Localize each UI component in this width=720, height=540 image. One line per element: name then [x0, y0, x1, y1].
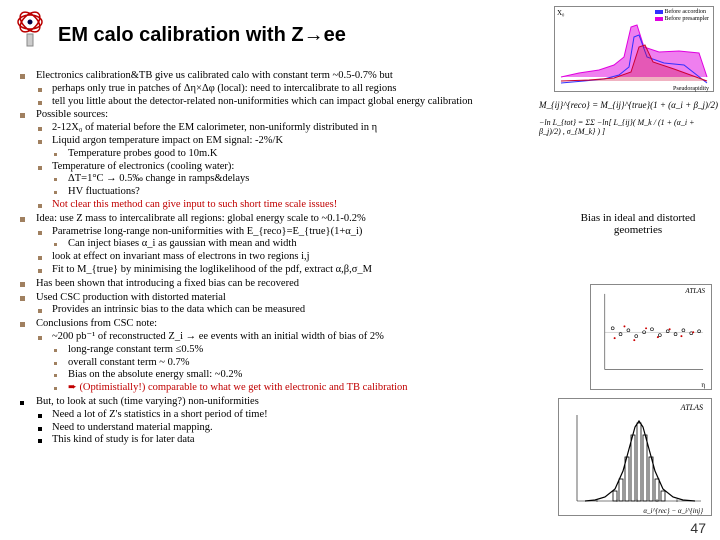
bullet-text: Not clear this method can give input to … — [52, 199, 337, 210]
legend-item: Before accordion — [665, 9, 706, 15]
bullet-item: Electronics calibration&TB give us calib… — [18, 70, 578, 108]
bullet-text: But, to look at such (time varying?) non… — [36, 396, 259, 407]
figure-bias-scatter: ATLAS η — [590, 284, 712, 390]
bullet-item: Temperature of electronics (cooling wate… — [36, 161, 578, 199]
bullet-text: Temperature of electronics (cooling wate… — [52, 161, 234, 172]
axis-label: α_i^{rec} − α_i^{inj} — [643, 507, 703, 515]
bullet-item: 2-12X₀ of material before the EM calorim… — [36, 122, 578, 135]
figure-material-vs-eta: Before accordion Before presampler Pseud… — [554, 6, 714, 92]
slide-title: EM calo calibration with Z→ee — [58, 24, 346, 47]
bullet-text: perhaps only true in patches of Δη×Δφ (l… — [52, 83, 396, 94]
plot-title: ATLAS — [685, 287, 705, 295]
bullet-text: Need a lot of Z's statistics in a short … — [52, 409, 268, 420]
bullet-item: long-range constant term ≤0.5% — [52, 344, 578, 357]
figure-caption: Bias in ideal and distorted geometries — [578, 212, 698, 236]
bullet-text: Used CSC production with distorted mater… — [36, 292, 226, 303]
axis-label: X₀ — [557, 9, 565, 17]
bullet-text: Has been shown that introducing a fixed … — [36, 278, 299, 289]
bullet-text: Liquid argon temperature impact on EM si… — [52, 135, 283, 146]
bullet-item: This kind of study is for later data — [36, 434, 578, 447]
bullet-text: Possible sources: — [36, 109, 108, 120]
bullet-text: Fit to M_{true} by minimising the loglik… — [52, 264, 372, 275]
bullet-text: (Optimistially!) comparable to what we g… — [79, 382, 407, 393]
legend-item: Before presampler — [665, 16, 709, 22]
axis-label: η — [701, 381, 705, 389]
bullet-item: But, to look at such (time varying?) non… — [18, 396, 578, 447]
bullet-item: Possible sources: 2-12X₀ of material befo… — [18, 109, 578, 211]
bullet-item: Used CSC production with distorted mater… — [18, 292, 578, 318]
plot-title: ATLAS — [681, 403, 703, 412]
bullet-item: ΔT=1°C → 0.5‰ change in ramps&delays — [52, 173, 578, 186]
bullet-item: Need to understand material mapping. — [36, 422, 578, 435]
bullet-text: Can inject biases α_i as gaussian with m… — [68, 238, 297, 249]
bullet-item: Need a lot of Z's statistics in a short … — [36, 409, 578, 422]
bullet-item: ➨ (Optimistially!) comparable to what we… — [52, 382, 578, 395]
bullet-text: Provides an intrinsic bias to the data w… — [52, 304, 305, 315]
bullet-item: Temperature probes good to 10m.K — [52, 148, 578, 161]
bullet-text: Need to understand material mapping. — [52, 422, 213, 433]
bullet-text: Bias on the absolute energy small: ~0.2% — [68, 369, 242, 380]
bullet-item: Conclusions from CSC note: ~200 pb⁻¹ of r… — [18, 318, 578, 395]
bullet-text: ~200 pb⁻¹ of reconstructed Z_i → ee even… — [52, 331, 384, 342]
axis-label: Pseudorapidity — [673, 86, 709, 92]
bullet-text: This kind of study is for later data — [52, 434, 195, 445]
bullet-item: tell you little about the detector-relat… — [36, 96, 578, 109]
bullet-item: Idea: use Z mass to intercalibrate all r… — [18, 213, 578, 277]
bullet-text: look at effect on invariant mass of elec… — [52, 251, 310, 262]
slide-body: Electronics calibration&TB give us calib… — [18, 70, 578, 448]
bullet-item: Has been shown that introducing a fixed … — [18, 278, 578, 291]
bullet-text: Electronics calibration&TB give us calib… — [36, 70, 393, 81]
bullet-text: Parametrise long-range non-uniformities … — [52, 226, 362, 237]
bullet-item: look at effect on invariant mass of elec… — [36, 251, 578, 264]
bullet-item: Provides an intrinsic bias to the data w… — [36, 304, 578, 317]
bullet-item: Bias on the absolute energy small: ~0.2% — [52, 369, 578, 382]
bullet-item: Parametrise long-range non-uniformities … — [36, 226, 578, 252]
logo-icon — [12, 8, 48, 50]
bullet-text: long-range constant term ≤0.5% — [68, 344, 203, 355]
bullet-item: Fit to M_{true} by minimising the loglik… — [36, 264, 578, 277]
bullet-item: Liquid argon temperature impact on EM si… — [36, 135, 578, 161]
bullet-text: Temperature probes good to 10m.K — [68, 148, 217, 159]
bullet-text: tell you little about the detector-relat… — [52, 96, 473, 107]
page-number: 47 — [690, 520, 706, 536]
bullet-text: overall constant term ~ 0.7% — [68, 357, 189, 368]
bullet-item: overall constant term ~ 0.7% — [52, 357, 578, 370]
bullet-item: perhaps only true in patches of Δη×Δφ (l… — [36, 83, 578, 96]
bullet-item: Not clear this method can give input to … — [36, 199, 578, 212]
figure-bias-histogram: ATLAS α_i^{rec} − α_i^{inj} — [558, 398, 712, 516]
bullet-text: Idea: use Z mass to intercalibrate all r… — [36, 213, 366, 224]
bullet-text: Conclusions from CSC note: — [36, 318, 157, 329]
bullet-text: ΔT=1°C → 0.5‰ change in ramps&delays — [68, 173, 249, 184]
bullet-item: Can inject biases α_i as gaussian with m… — [52, 238, 578, 251]
bullet-item: ~200 pb⁻¹ of reconstructed Z_i → ee even… — [36, 331, 578, 395]
bullet-text: HV fluctuations? — [68, 186, 140, 197]
bullet-item: HV fluctuations? — [52, 186, 578, 199]
bullet-text: 2-12X₀ of material before the EM calorim… — [52, 122, 377, 133]
